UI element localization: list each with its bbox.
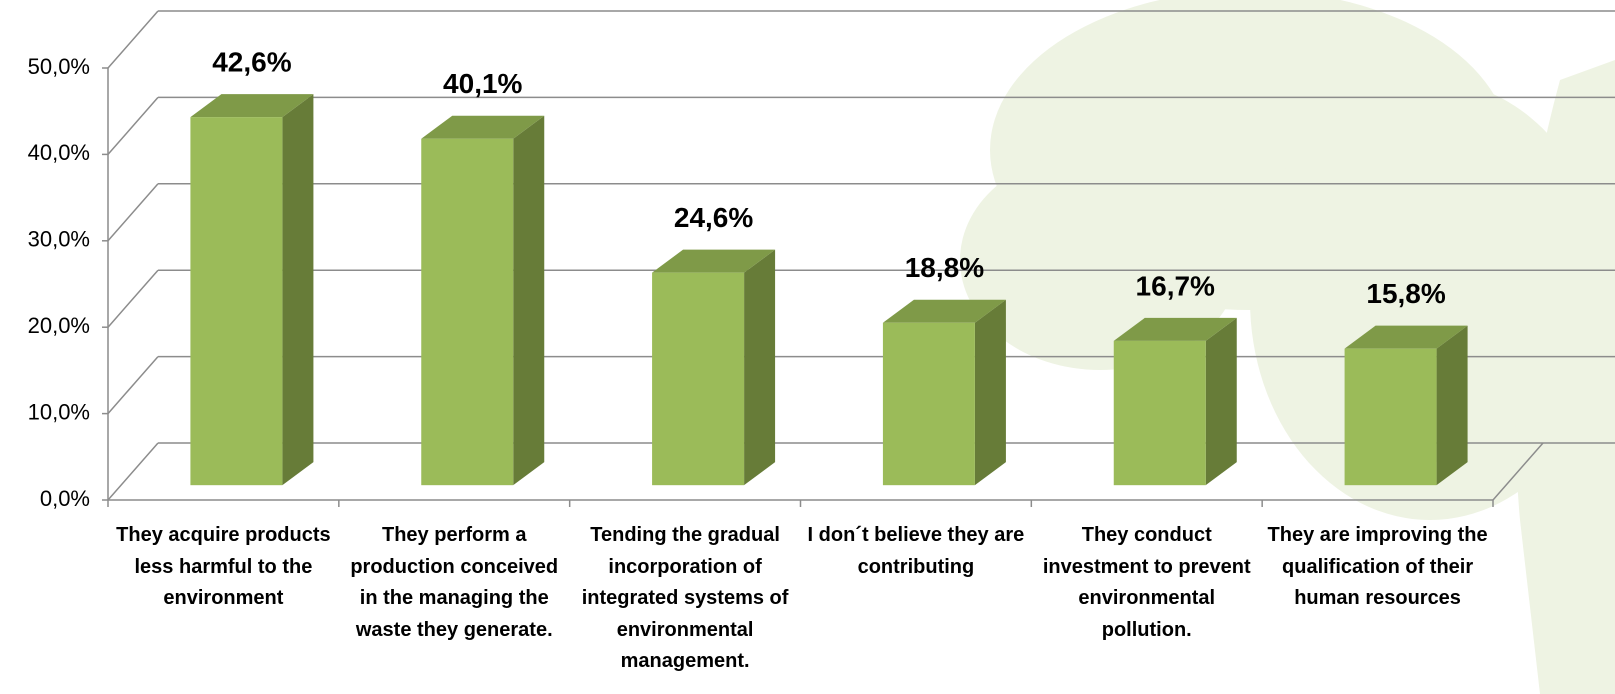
y-tick-label: 10,0% <box>28 399 90 424</box>
x-tick-label: They are improving the qualification of … <box>1267 524 1488 609</box>
bar-side <box>1436 325 1468 486</box>
bar-top <box>1113 317 1237 341</box>
bar-top <box>1344 325 1468 349</box>
data-label: 18,8% <box>905 252 984 283</box>
x-tick-label: I don´t believe they are contributing <box>807 524 1025 578</box>
y-tick-label: 40,0% <box>28 140 90 165</box>
x-tick-label: They perform a production conceived in t… <box>350 524 559 641</box>
bar-top <box>421 115 545 139</box>
x-tick-label: They conduct investment to prevent envir… <box>1042 524 1251 641</box>
bar-top <box>652 249 776 273</box>
bar <box>652 272 745 486</box>
bar-top <box>882 299 1006 323</box>
y-tick-label: 0,0% <box>40 486 90 511</box>
data-label: 24,6% <box>674 202 753 233</box>
bar-side <box>1205 317 1237 486</box>
bar-side <box>974 299 1006 486</box>
bar <box>1113 340 1206 486</box>
y-tick-label: 20,0% <box>28 313 90 338</box>
bar <box>882 322 975 486</box>
x-tick-label: They acquire products less harmful to th… <box>116 524 331 609</box>
grid-line <box>107 10 159 69</box>
grid-line <box>107 442 159 501</box>
bar-side <box>744 249 776 486</box>
y-tick-label: 50,0% <box>28 54 90 79</box>
data-label: 40,1% <box>443 68 522 99</box>
grid-line <box>107 183 159 242</box>
grid-line <box>107 96 159 155</box>
y-tick-label: 30,0% <box>28 227 90 252</box>
x-tick-label: Tending the gradual incorporation of int… <box>581 524 789 672</box>
bar <box>421 138 514 486</box>
data-label: 42,6% <box>212 47 291 78</box>
data-label: 15,8% <box>1366 278 1445 309</box>
background-decoration <box>960 0 1615 694</box>
bar-top <box>190 94 314 118</box>
grid-line <box>107 269 159 328</box>
bar <box>190 117 283 486</box>
bar-side <box>513 115 545 486</box>
bar-side <box>282 94 314 486</box>
axis-line <box>1492 442 1544 501</box>
data-label: 16,7% <box>1136 270 1215 301</box>
grid-line <box>107 356 159 415</box>
bar <box>1344 348 1437 486</box>
